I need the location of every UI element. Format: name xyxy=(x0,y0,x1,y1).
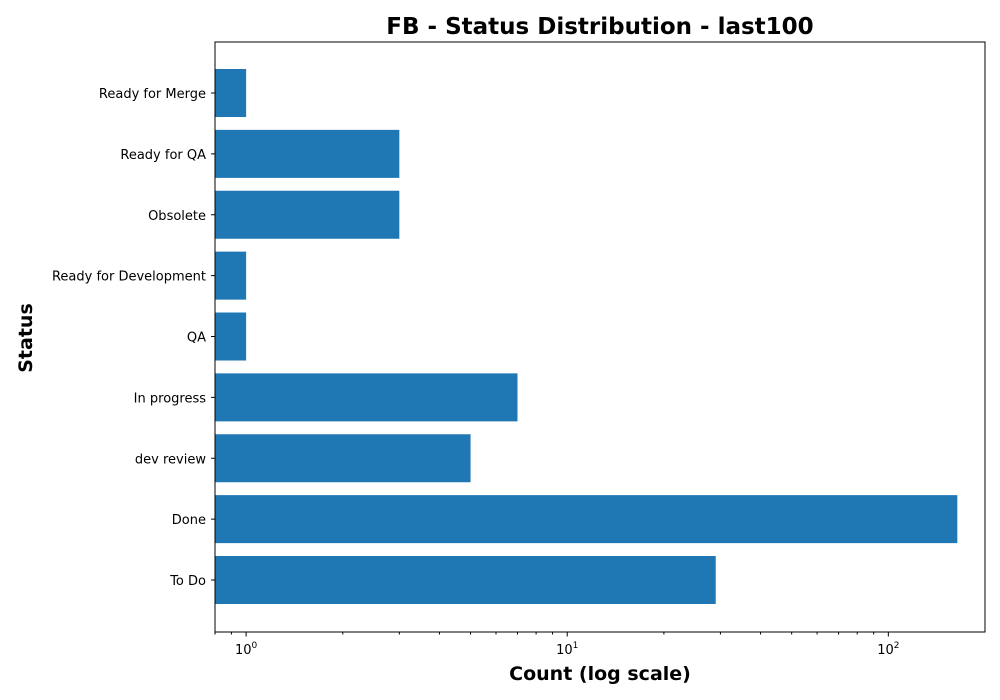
y-tick-label: Obsolete xyxy=(148,209,206,224)
y-tick-label: dev review xyxy=(135,452,206,467)
y-tick-label: Ready for Development xyxy=(52,270,206,285)
y-tick-label: Done xyxy=(172,513,206,528)
bar-done xyxy=(215,495,958,544)
x-axis-label: Count (log scale) xyxy=(509,663,691,685)
bars-group xyxy=(215,69,958,604)
y-tick-label: In progress xyxy=(134,391,207,406)
x-tick-label: 102 xyxy=(877,641,899,658)
bar-obsolete xyxy=(215,190,400,239)
bar-ready-for-qa xyxy=(215,129,400,178)
y-tick-label: Ready for QA xyxy=(120,148,206,163)
y-tick-label: To Do xyxy=(169,574,206,589)
y-axis-ticks: To Do Done dev review In progress QA Ready fo… xyxy=(52,87,215,589)
bar-in-progress xyxy=(215,373,518,422)
x-tick-label: 100 xyxy=(235,641,258,658)
y-axis-label: Status xyxy=(15,303,37,373)
plot-area-frame xyxy=(214,41,986,633)
x-tick-label: 101 xyxy=(556,641,578,658)
chart-title: FB - Status Distribution - last100 xyxy=(386,14,813,40)
bar-ready-for-merge xyxy=(215,69,247,117)
bar-to-do xyxy=(215,556,716,604)
bar-dev-review xyxy=(215,434,471,483)
y-tick-label: QA xyxy=(187,331,206,346)
bar-qa xyxy=(215,312,247,361)
y-tick-label: Ready for Merge xyxy=(99,87,206,102)
x-axis-ticks: 100 101 102 xyxy=(214,632,899,658)
bar-ready-for-development xyxy=(215,251,247,300)
